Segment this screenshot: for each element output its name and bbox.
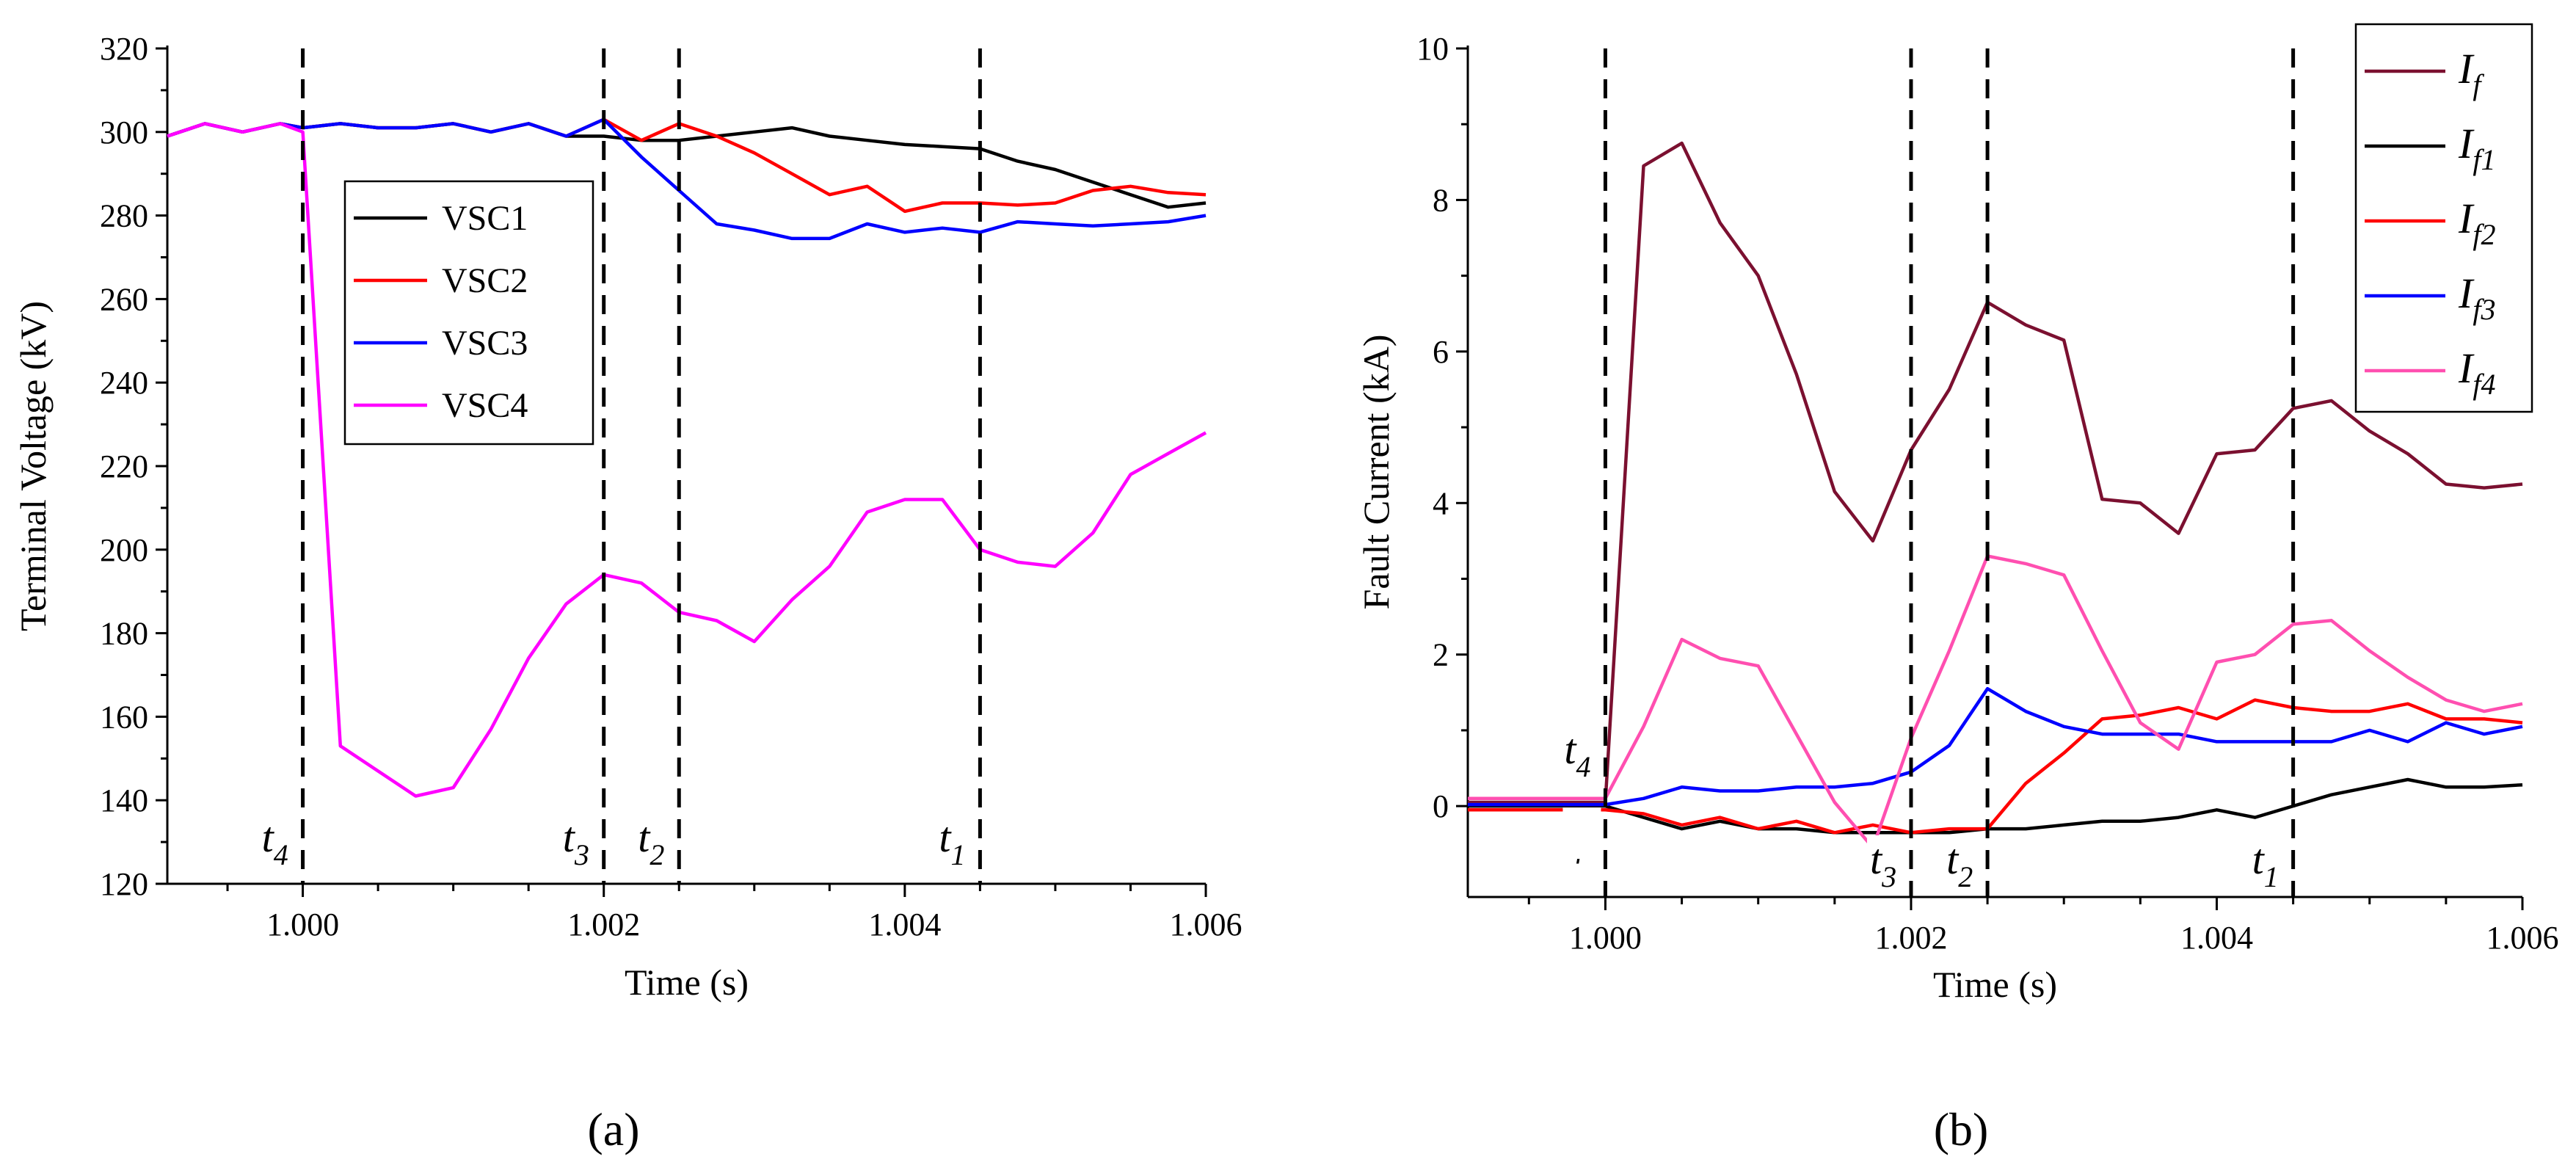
event-marker-label: t4 bbox=[262, 813, 288, 871]
legend-label: If3 bbox=[2458, 269, 2495, 326]
legend: VSC1 VSC2 VSC3 VSC4 bbox=[343, 180, 594, 446]
legend-label: If1 bbox=[2458, 120, 2495, 176]
x-tick-label: 1.004 bbox=[868, 907, 941, 943]
event-marker-subscript: 2 bbox=[650, 838, 664, 871]
event-marker-label-bg bbox=[1866, 835, 1907, 894]
y-tick-label: 10 bbox=[1416, 31, 1449, 67]
y-tick-label: 8 bbox=[1433, 182, 1449, 218]
legend-label-main: I bbox=[2458, 45, 2475, 92]
x-tick-label: 1.002 bbox=[567, 907, 640, 943]
y-tick-label: 160 bbox=[100, 699, 148, 735]
event-marker-label: t2 bbox=[638, 813, 664, 871]
y-tick-label: 320 bbox=[100, 31, 148, 67]
series-line-vsc3 bbox=[167, 117, 1207, 241]
series-line-vsc1 bbox=[167, 122, 1207, 209]
legend-label-main: I bbox=[2458, 344, 2475, 392]
event-marker-label: t3 bbox=[563, 813, 589, 871]
event-marker-label-bg bbox=[1943, 835, 1984, 894]
x-tick-label: 1.006 bbox=[1170, 907, 1242, 943]
legend-box bbox=[2354, 23, 2533, 413]
legend-label-main: I bbox=[2458, 120, 2475, 167]
series-line-if1 bbox=[1468, 777, 2523, 835]
y-tick-label: 0 bbox=[1433, 788, 1449, 824]
event-marker-label-bg bbox=[936, 813, 976, 872]
legend-label-subscript: f4 bbox=[2473, 368, 2495, 401]
legend-label: If2 bbox=[2458, 195, 2495, 251]
y-tick-label: 140 bbox=[100, 782, 148, 818]
event-marker-letter: t bbox=[638, 813, 651, 861]
y-axis-title: Fault Current (kA) bbox=[1356, 335, 1397, 610]
legend-label: VSC1 bbox=[442, 199, 528, 238]
event-marker-letter: t bbox=[262, 813, 275, 861]
legend-label: VSC4 bbox=[442, 386, 528, 425]
x-axis-title: Time (s) bbox=[625, 962, 749, 1003]
y-tick-label: 4 bbox=[1433, 485, 1449, 521]
event-marker-label: t1 bbox=[2252, 835, 2279, 893]
y-tick-label: 280 bbox=[100, 198, 148, 234]
series-line-if3 bbox=[1468, 686, 2523, 807]
panel-label: (a) bbox=[587, 1103, 639, 1155]
event-marker-label-bg bbox=[258, 813, 299, 872]
y-tick-label: 180 bbox=[100, 616, 148, 652]
series-line-if2 bbox=[1468, 698, 2523, 835]
y-axis-title: Terminal Voltage (kV) bbox=[12, 301, 54, 631]
event-marker-letter: t bbox=[939, 813, 952, 861]
legend-label: VSC2 bbox=[442, 261, 528, 300]
event-marker-label-bg bbox=[635, 813, 675, 872]
event-marker-letter: t bbox=[2252, 835, 2266, 883]
panel-label: (b) bbox=[1934, 1103, 1989, 1155]
event-marker-letter: t bbox=[1870, 835, 1883, 883]
x-axis-title: Time (s) bbox=[1933, 964, 2057, 1005]
event-marker-label-bg bbox=[2249, 835, 2289, 894]
event-marker-label: t4 bbox=[1564, 725, 1590, 783]
event-marker-subscript: 3 bbox=[1881, 860, 1896, 893]
event-marker-subscript: 1 bbox=[951, 838, 966, 871]
panel-a-voltage-chart: 120 140 160 180 200 220 240 260 280 300 320 1.000 1.… bbox=[12, 31, 1242, 1155]
x-tick-label: 1.004 bbox=[2180, 920, 2253, 956]
y-tick-label: 2 bbox=[1433, 637, 1449, 673]
legend-box bbox=[343, 180, 594, 446]
legend-label-subscript: f2 bbox=[2473, 218, 2495, 251]
series-line-if4 bbox=[1468, 554, 2523, 850]
event-marker-label: t2 bbox=[1946, 835, 1973, 893]
event-marker-subscript: 4 bbox=[1576, 750, 1591, 783]
event-marker-letter: t bbox=[1564, 725, 1577, 773]
x-tick-label: 1.000 bbox=[266, 907, 339, 943]
legend-label-subscript: f3 bbox=[2473, 293, 2495, 326]
event-marker-subscript: 3 bbox=[574, 838, 589, 871]
y-tick-label: 300 bbox=[100, 115, 148, 150]
legend-label-main: I bbox=[2458, 195, 2475, 242]
y-tick-label: 220 bbox=[100, 448, 148, 484]
panel-b-current-chart: 0 2 4 6 8 10 1.000 1.002 1.004 1.006 Time (s) Fault… bbox=[1356, 23, 2559, 1155]
event-marker-subscript: 4 bbox=[274, 838, 288, 871]
x-tick-label: 1.006 bbox=[2486, 920, 2559, 956]
y-tick-label: 200 bbox=[100, 532, 148, 568]
event-marker-label-bg bbox=[559, 813, 600, 872]
event-marker-label-bg bbox=[1562, 807, 1601, 859]
event-marker-letter: t bbox=[1946, 835, 1960, 883]
event-marker-letter: t bbox=[563, 813, 576, 861]
legend-label-subscript: f1 bbox=[2473, 143, 2495, 176]
x-tick-label: 1.000 bbox=[1569, 920, 1642, 956]
series-line-if bbox=[1468, 141, 2523, 805]
legend-label-main: I bbox=[2458, 269, 2475, 317]
y-tick-label: 260 bbox=[100, 281, 148, 317]
event-marker-label-bg bbox=[1562, 734, 1601, 785]
legend-label: VSC3 bbox=[442, 324, 528, 363]
y-tick-label: 120 bbox=[100, 866, 148, 902]
y-tick-label: 6 bbox=[1433, 334, 1449, 370]
x-tick-label: 1.002 bbox=[1874, 920, 1947, 956]
event-marker-label: t3 bbox=[1870, 835, 1896, 893]
event-marker-subscript: 2 bbox=[1958, 860, 1973, 893]
legend-label: If4 bbox=[2458, 344, 2495, 401]
event-marker-label: t1 bbox=[939, 813, 965, 871]
y-tick-label: 240 bbox=[100, 365, 148, 401]
event-marker-subscript: 1 bbox=[2264, 860, 2279, 893]
